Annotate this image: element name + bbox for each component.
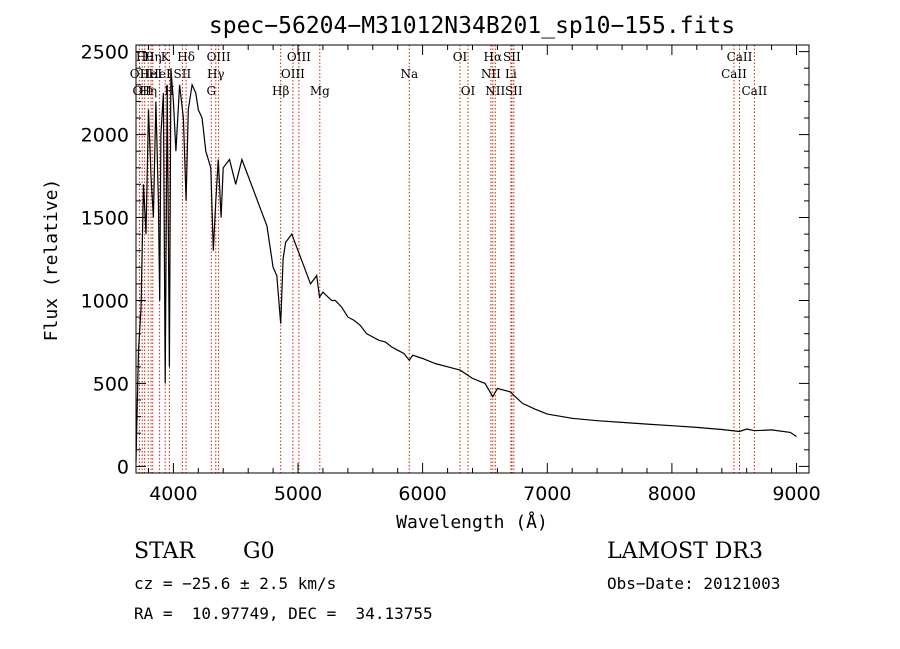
line-marker-label: OIII: [281, 67, 305, 81]
x-axis-ticks: 4000 5000 6000 7000 8000 9000: [148, 45, 821, 505]
line-marker-label: NII: [485, 84, 505, 98]
line-marker-label: K: [161, 50, 171, 64]
line-marker-label: OIII: [287, 50, 311, 64]
chart-title: spec−56204−M31012N34B201_sp10−155.fits: [209, 13, 735, 39]
line-marker-label: OI: [461, 84, 476, 98]
y-tick-label: 500: [93, 373, 129, 395]
line-marker-label: G: [207, 84, 217, 98]
y-tick-label: 1000: [81, 291, 129, 313]
line-marker-label: Mg: [310, 84, 330, 98]
line-marker-label: SII: [505, 84, 523, 98]
line-marker-label: Hα: [484, 50, 503, 64]
line-marker-label: Li: [505, 67, 517, 81]
line-markers: [138, 45, 755, 473]
line-marker-label: Hγ: [207, 67, 225, 81]
y-axis-ticks: 0 500 1000 1500 2000 2500: [81, 42, 809, 478]
object-subclass: G0: [243, 539, 275, 564]
object-class: STAR: [134, 539, 195, 564]
y-tick-label: 2500: [81, 42, 129, 64]
x-axis-label: Wavelength (Å): [396, 511, 548, 533]
line-marker-label: CaII: [727, 50, 753, 64]
line-marker-label: OIII: [207, 50, 231, 64]
line-marker-label: HeI: [140, 67, 163, 81]
line-marker-label: Na: [400, 67, 418, 81]
line-marker-label: Hδ: [177, 50, 195, 64]
line-marker-label: Hθ: [136, 50, 154, 64]
line-marker-label: SII: [174, 67, 192, 81]
x-tick-label: 9000: [772, 483, 820, 505]
observation-date: Obs−Date: 20121003: [607, 574, 781, 593]
coordinates: RA = 10.97749, DEC = 34.13755: [134, 604, 433, 623]
x-tick-label: 7000: [523, 483, 571, 505]
line-marker-label: Hη: [144, 50, 162, 64]
y-axis-label: Flux (relative): [41, 179, 62, 342]
line-marker-label: H: [164, 84, 174, 98]
line-marker-label: Hβ: [272, 84, 289, 98]
line-marker-label: OII: [133, 84, 153, 98]
survey-name: LAMOST DR3: [607, 539, 763, 564]
line-marker-label: Hη: [139, 84, 157, 98]
x-tick-label: 4000: [149, 483, 197, 505]
line-marker-label: NII: [481, 67, 501, 81]
line-marker-labels: OIIOIIHθHηHeIHηHeIKHSIIHδGHγOIIIHβOIIIOI…: [130, 50, 768, 98]
y-tick-label: 2000: [81, 125, 129, 147]
line-marker-label: OII: [130, 67, 150, 81]
line-marker-label: CaII: [721, 67, 747, 81]
line-marker-label: HeI: [148, 67, 171, 81]
redshift-cz: cz = −25.6 ± 2.5 km/s: [134, 574, 337, 593]
spectrum-series-line: [135, 68, 797, 462]
x-tick-label: 6000: [398, 483, 446, 505]
y-tick-label: 1500: [81, 208, 129, 230]
line-marker-label: SII: [503, 50, 521, 64]
y-tick-label: 0: [117, 456, 129, 478]
line-marker-label: OI: [453, 50, 468, 64]
x-tick-label: 5000: [274, 483, 322, 505]
x-tick-label: 8000: [648, 483, 696, 505]
line-marker-label: CaII: [741, 84, 767, 98]
plot-frame: [135, 44, 810, 474]
